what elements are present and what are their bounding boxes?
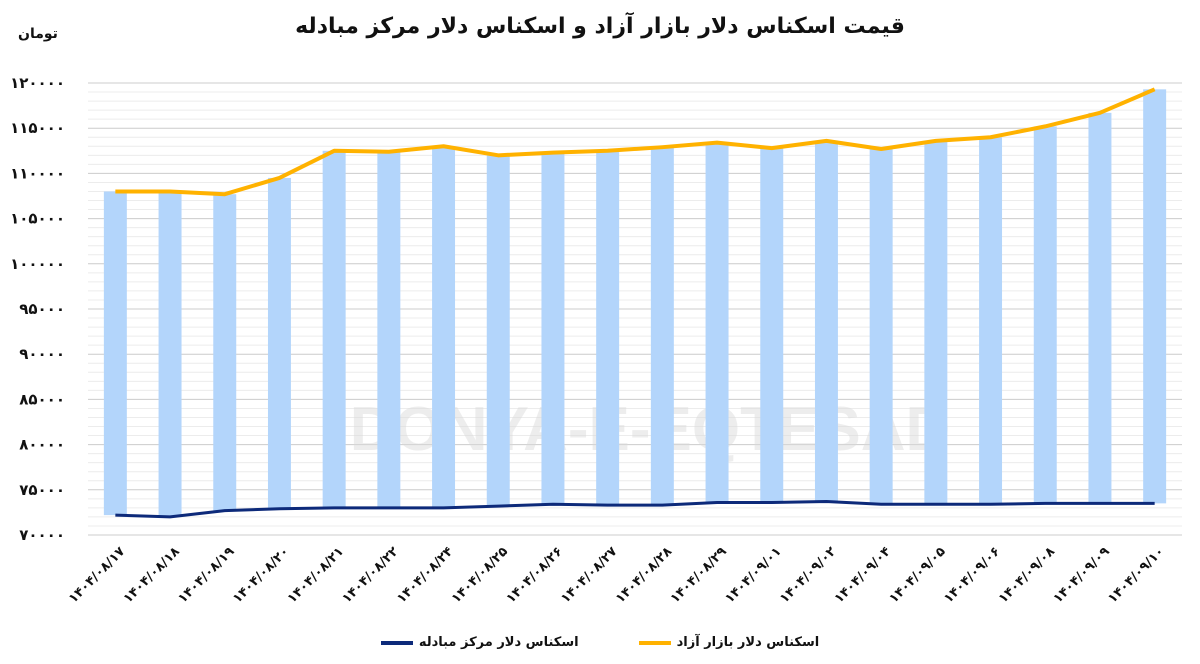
bar <box>760 148 784 503</box>
x-tick-label: ۱۴۰۴/۰۹/۰۹ <box>1051 544 1113 606</box>
x-tick-label: ۱۴۰۴/۰۸/۱۹ <box>175 544 237 606</box>
legend-item-exchange-center: اسکناس دلار مرکز مبادله <box>380 635 579 650</box>
bar <box>1088 112 1112 504</box>
x-tick-label: ۱۴۰۴/۰۸/۱۸ <box>121 544 183 606</box>
y-tick-label: ۱۰۵۰۰۰ <box>10 210 65 228</box>
x-tick-label: ۱۴۰۴/۰۹/۱۰ <box>1105 544 1167 606</box>
bar <box>103 191 127 516</box>
y-axis-ticks: ۷۰۰۰۰ ۷۵۰۰۰ ۸۰۰۰۰ ۸۵۰۰۰ ۹۰۰۰۰ ۹۵۰۰۰ ۱۰۰۰۰۰ ۱۰۵۰… <box>10 74 65 544</box>
x-tick-label: ۱۴۰۴/۰۹/۰۲ <box>777 544 839 606</box>
legend-item-free-market: اسکناس دلار بازار آزاد <box>638 635 820 650</box>
y-tick-label: ۱۰۰۰۰۰ <box>10 255 65 273</box>
legend-swatch-orange <box>638 640 671 645</box>
x-tick-label: ۱۴۰۴/۰۸/۲۵ <box>449 544 511 606</box>
bar <box>650 147 674 506</box>
y-tick-label: ۹۰۰۰۰ <box>19 345 65 363</box>
x-tick-label: ۱۴۰۴/۰۸/۲۲ <box>339 544 401 606</box>
bar <box>596 150 620 506</box>
bar <box>1033 126 1057 504</box>
y-axis-unit-label: تومان <box>18 26 58 42</box>
x-tick-label: ۱۴۰۴/۰۹/۰۸ <box>996 544 1058 606</box>
bar <box>432 146 456 508</box>
bar <box>158 191 182 517</box>
exchange-center-line <box>115 500 1155 519</box>
bar <box>979 137 1003 505</box>
y-tick-label: ۱۱۵۰۰۰ <box>10 119 65 137</box>
bar <box>924 140 948 505</box>
x-tick-label: ۱۴۰۴/۰۸/۲۱ <box>285 544 347 606</box>
bar <box>814 140 838 502</box>
y-tick-label: ۱۱۰۰۰۰ <box>10 164 65 182</box>
x-tick-label: ۱۴۰۴/۰۹/۰۴ <box>832 544 894 606</box>
y-tick-label: ۷۰۰۰۰ <box>19 526 65 544</box>
y-tick-label: ۷۵۰۰۰ <box>19 481 65 499</box>
y-tick-label: ۹۵۰۰۰ <box>19 300 65 318</box>
x-tick-label: ۱۴۰۴/۰۹/۰۱ <box>722 544 784 606</box>
chart-title: قیمت اسکناس دلار بازار آزاد و اسکناس دلا… <box>295 14 905 39</box>
bar <box>869 148 893 505</box>
legend-swatch-navy <box>380 640 413 645</box>
free-market-line <box>115 87 1156 197</box>
x-tick-label: ۱۴۰۴/۰۸/۲۰ <box>230 544 292 606</box>
bar <box>541 152 565 505</box>
x-tick-label: ۱۴۰۴/۰۹/۰۵ <box>886 544 948 606</box>
bar-series <box>103 89 1167 517</box>
x-tick-label: ۱۴۰۴/۰۸/۲۷ <box>558 544 620 606</box>
x-tick-label: ۱۴۰۴/۰۸/۱۷ <box>66 544 128 606</box>
legend: اسکناس دلار بازار آزاد اسکناس دلار مرکز … <box>0 635 1200 650</box>
bar <box>377 151 401 508</box>
y-tick-label: ۱۲۰۰۰۰ <box>10 74 65 92</box>
bar <box>267 177 291 509</box>
x-tick-label: ۱۴۰۴/۰۸/۲۸ <box>613 544 675 606</box>
x-axis-ticks: ۱۴۰۴/۰۸/۱۷۱۴۰۴/۰۸/۱۸۱۴۰۴/۰۸/۱۹۱۴۰۴/۰۸/۲۰… <box>66 544 1168 606</box>
x-tick-label: ۱۴۰۴/۰۸/۲۶ <box>504 544 566 606</box>
y-tick-label: ۸۵۰۰۰ <box>19 390 65 408</box>
x-tick-label: ۱۴۰۴/۰۹/۰۶ <box>941 544 1003 606</box>
bar <box>486 155 510 507</box>
legend-label: اسکناس دلار مرکز مبادله <box>418 635 579 650</box>
bar <box>705 142 729 503</box>
legend-label: اسکناس دلار بازار آزاد <box>676 635 820 650</box>
bar <box>213 194 237 511</box>
y-tick-label: ۸۰۰۰۰ <box>19 436 65 454</box>
x-tick-label: ۱۴۰۴/۰۸/۲۹ <box>668 544 730 606</box>
bar <box>1143 89 1167 504</box>
x-tick-label: ۱۴۰۴/۰۸/۲۴ <box>394 544 456 606</box>
bar <box>322 150 346 508</box>
